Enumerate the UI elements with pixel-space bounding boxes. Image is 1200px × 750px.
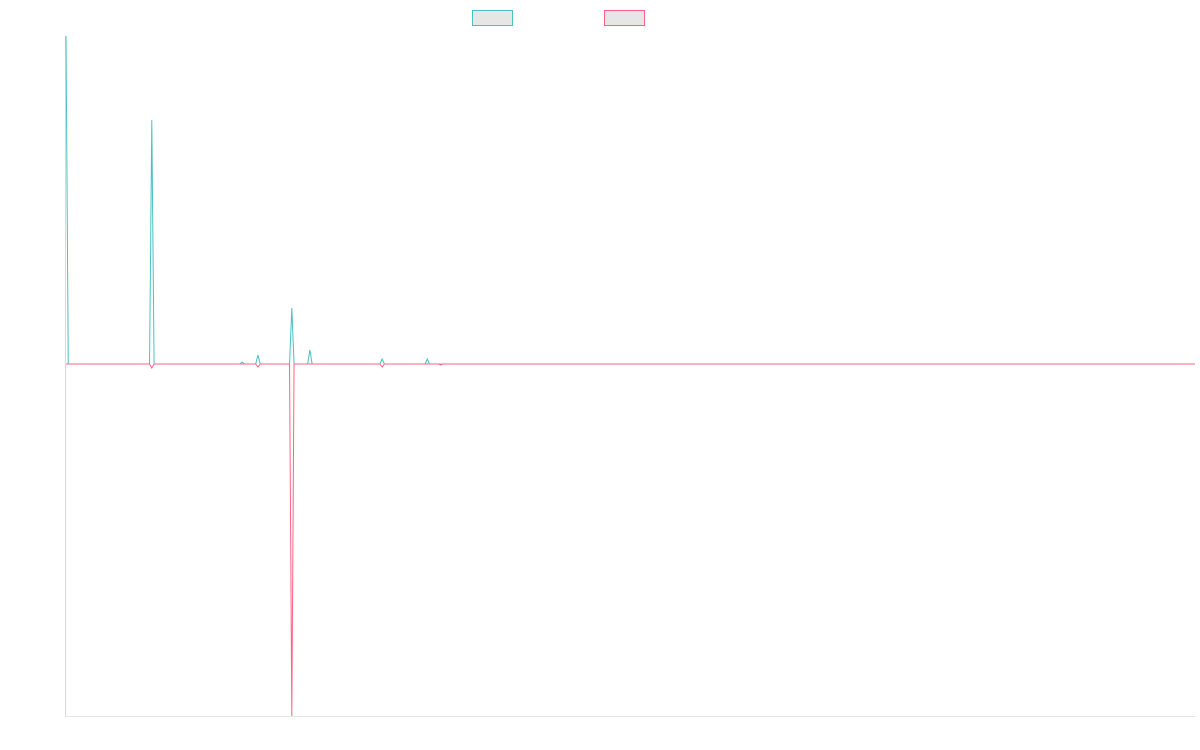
legend-swatch (604, 10, 645, 26)
series-line (65, 35, 1195, 365)
series-line (66, 363, 1195, 717)
legend-swatch (472, 10, 513, 26)
